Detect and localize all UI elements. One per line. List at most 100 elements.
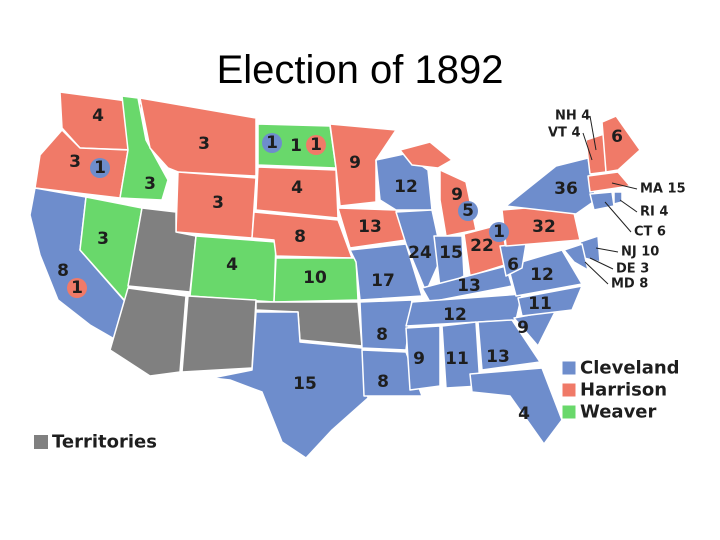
state-votes: 13: [457, 276, 481, 296]
leader-line: [582, 132, 593, 161]
state-votes: 9: [451, 185, 463, 205]
territory: [181, 295, 257, 373]
state-votes: 12: [443, 305, 467, 325]
state: [211, 311, 369, 459]
legend-label: Harrison: [580, 380, 667, 401]
state: [255, 166, 339, 219]
callout: CT 6: [634, 225, 666, 240]
split-vote-marker: [306, 135, 326, 155]
state-votes: 11: [445, 349, 469, 369]
split-vote: 1: [94, 158, 106, 178]
state: [359, 299, 413, 351]
state-votes: 36: [554, 179, 578, 199]
state: [589, 191, 615, 211]
legend-label: Cleveland: [580, 358, 680, 379]
state-votes: 4: [291, 178, 303, 198]
callout: MD 8: [611, 277, 648, 292]
state: [507, 249, 583, 297]
state: [477, 319, 541, 371]
state: [469, 367, 563, 445]
leader-line: [619, 199, 638, 213]
state-votes: 3: [144, 174, 156, 194]
title: Election of 1892: [217, 48, 504, 92]
callout: NJ 10: [621, 245, 659, 260]
split-vote-marker: [262, 133, 282, 153]
split-vote-marker: [67, 278, 87, 298]
split-vote: 5: [462, 201, 474, 221]
callout: DE 3: [616, 262, 649, 277]
states: [29, 91, 641, 459]
state: [273, 257, 359, 303]
state-votes: 11: [528, 294, 552, 314]
state-votes: 15: [293, 374, 317, 394]
callout: RI 4: [640, 205, 668, 220]
state-votes: 8: [294, 227, 306, 247]
state-votes: 12: [394, 177, 418, 197]
callout: MA 15: [640, 182, 686, 197]
state-votes: 4: [518, 404, 530, 424]
state: [361, 349, 423, 397]
callout: VT 4: [548, 126, 581, 141]
callout: NH 4: [555, 109, 590, 124]
state-votes: 17: [371, 271, 395, 291]
state-votes: 12: [530, 265, 554, 285]
leader-line: [584, 261, 609, 285]
state: [601, 115, 641, 173]
state: [399, 141, 453, 169]
state-votes: 15: [439, 243, 463, 263]
state-votes: 13: [358, 217, 382, 237]
state-votes: 32: [532, 217, 556, 237]
state-votes: 4: [226, 255, 238, 275]
state: [505, 157, 597, 215]
split-vote: 1: [266, 133, 278, 153]
state-votes: 22: [470, 236, 494, 256]
state-votes: 3: [212, 193, 224, 213]
split-vote: 1: [310, 135, 322, 155]
leader-line: [589, 257, 614, 270]
split-vote-marker: [458, 201, 478, 221]
state-votes: 6: [611, 127, 623, 147]
legend-swatch: [561, 404, 577, 420]
legend-label: Weaver: [580, 402, 657, 423]
state: [421, 265, 513, 303]
state-votes: 6: [507, 255, 519, 275]
state-votes: 1: [290, 136, 302, 156]
state-votes: 8: [376, 325, 388, 345]
state: [405, 325, 441, 391]
state: [563, 243, 589, 271]
state-votes: 8: [57, 261, 69, 281]
state-votes: 9: [413, 349, 425, 369]
state-votes: 3: [198, 134, 210, 154]
state: [251, 211, 353, 259]
legend-swatch: [561, 382, 577, 398]
state: [613, 191, 623, 205]
state-votes: 13: [486, 347, 510, 367]
territory: [109, 287, 187, 377]
state: [587, 171, 631, 193]
split-vote: 1: [493, 222, 505, 242]
state: [349, 243, 423, 301]
legend-swatch: [561, 360, 577, 376]
state-votes: 24: [408, 243, 432, 263]
state-votes: 9: [349, 153, 361, 173]
state-votes: 9: [517, 318, 529, 338]
split-vote-marker: [489, 222, 509, 242]
leader-line: [611, 182, 638, 190]
state: [119, 95, 169, 201]
split-vote-marker: [90, 158, 110, 178]
state-votes: 3: [69, 152, 81, 172]
legend-label: Territories: [52, 432, 157, 453]
leader-line: [595, 247, 619, 253]
state-votes: 8: [377, 372, 389, 392]
state-votes: 4: [92, 106, 104, 126]
state-votes: 10: [303, 268, 327, 288]
state-votes: 3: [97, 229, 109, 249]
state: [433, 235, 465, 289]
state: [329, 123, 397, 207]
legend-swatch: [34, 435, 48, 449]
leader-line: [589, 115, 597, 151]
leader-line: [604, 201, 632, 233]
state: [395, 209, 443, 293]
state: [517, 285, 583, 317]
